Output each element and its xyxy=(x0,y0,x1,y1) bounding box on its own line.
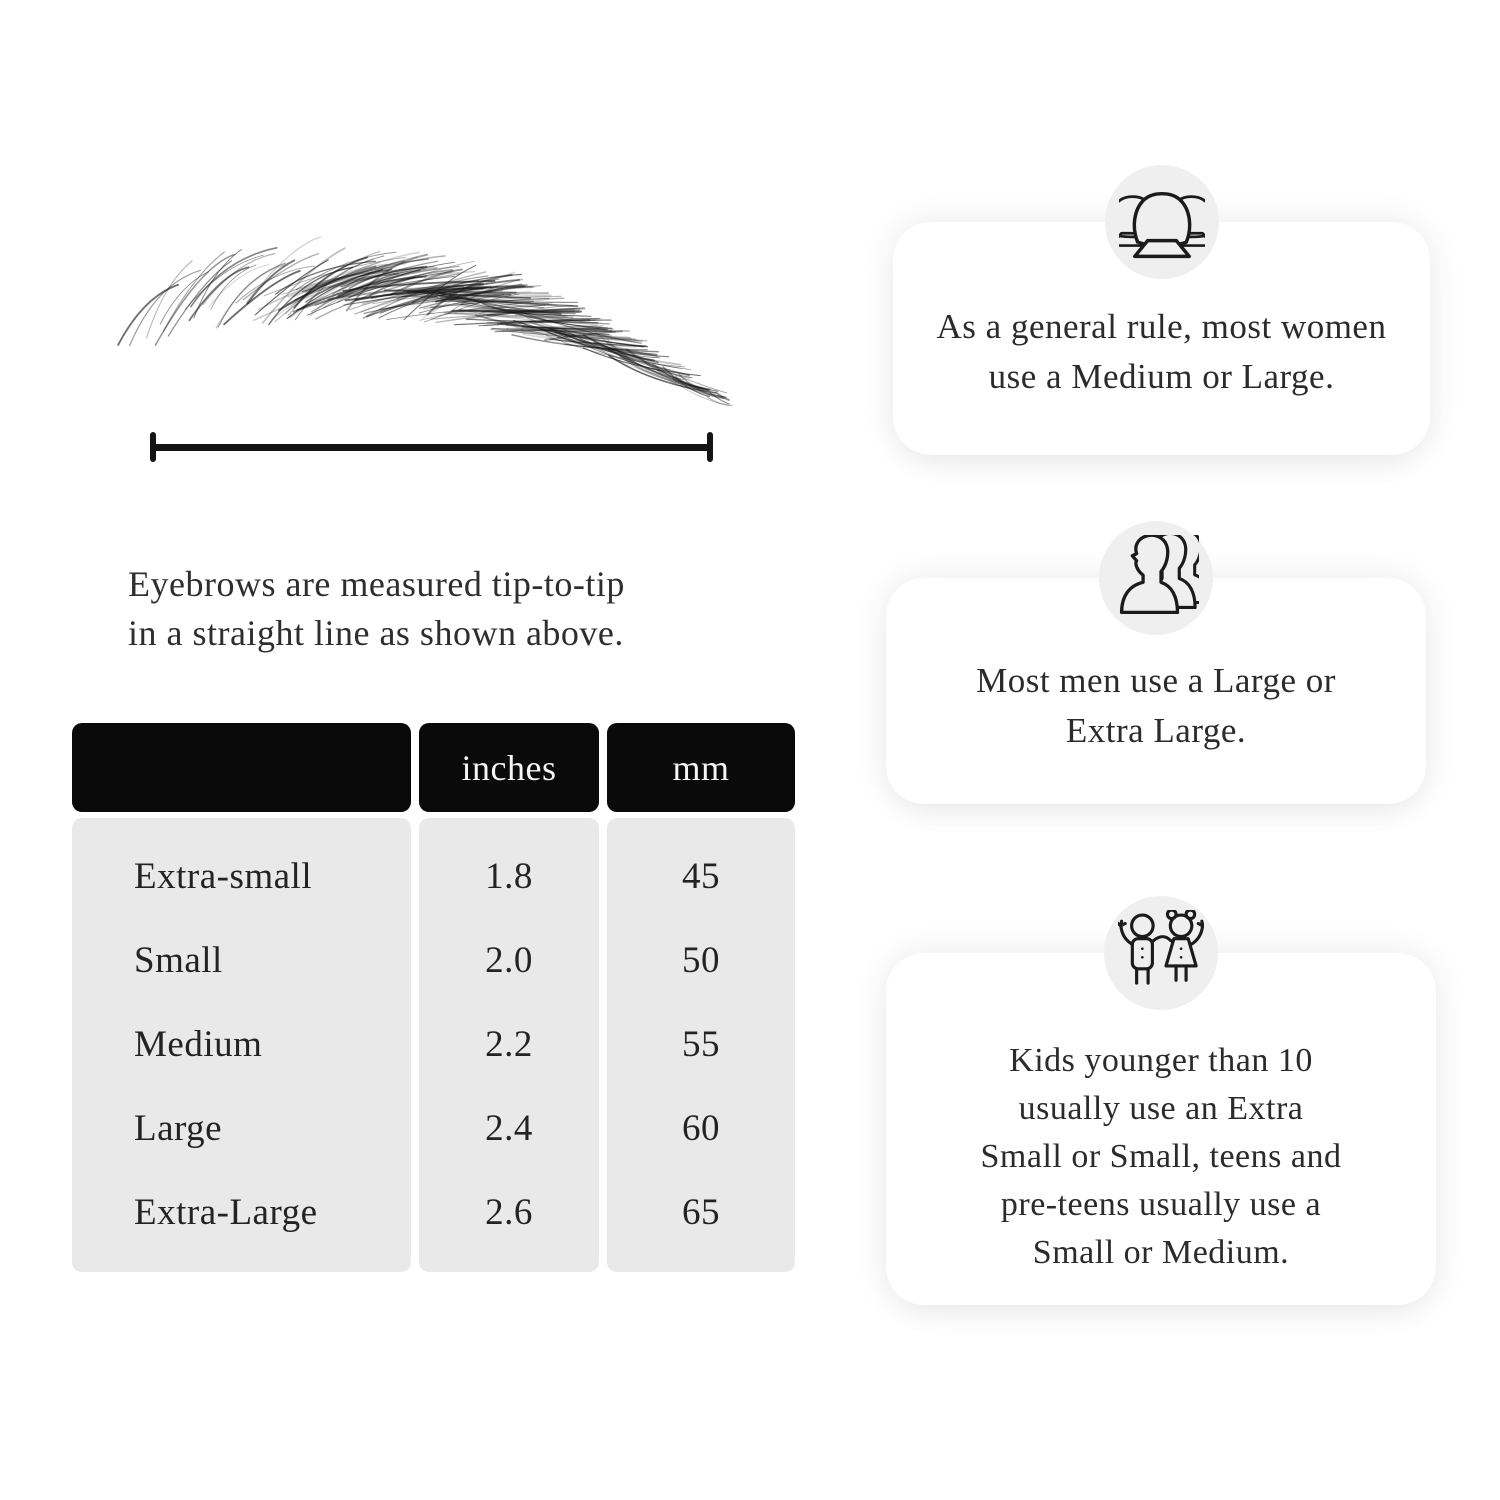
kids-icon-circle xyxy=(1104,896,1218,1010)
size-table: inches mm Extra-small Small Medium Large… xyxy=(72,723,795,1272)
mm-value-cell: 60 xyxy=(682,1107,720,1149)
inches-value-cell: 2.0 xyxy=(485,939,533,981)
mm-column: 45 50 55 60 65 xyxy=(607,818,795,1272)
women-group-icon xyxy=(1118,191,1205,259)
men-group-icon xyxy=(1119,535,1199,615)
mm-value-cell: 65 xyxy=(682,1191,720,1233)
measurement-line xyxy=(150,432,713,462)
size-label-cell: Medium xyxy=(134,1023,263,1065)
inches-value-cell: 2.4 xyxy=(485,1107,533,1149)
header-cell-inches: inches xyxy=(419,723,599,812)
inches-value-cell: 1.8 xyxy=(485,855,533,897)
size-table-header-row: inches mm xyxy=(72,723,795,812)
size-label-cell: Extra-small xyxy=(134,855,313,897)
size-label-cell: Extra-Large xyxy=(134,1191,318,1233)
women-icon-circle xyxy=(1104,165,1219,279)
women-card: As a general rule, most women use a Medi… xyxy=(893,165,1430,455)
inches-value-cell: 2.2 xyxy=(485,1023,533,1065)
men-icon-circle xyxy=(1099,521,1213,635)
eyebrow-figure xyxy=(105,230,745,445)
men-card: Most men use a Large or Extra Large. xyxy=(886,521,1426,804)
size-label-cell: Large xyxy=(134,1107,223,1149)
inches-value-cell: 2.6 xyxy=(485,1191,533,1233)
size-table-body: Extra-small Small Medium Large Extra-Lar… xyxy=(72,818,795,1272)
header-cell-blank xyxy=(72,723,411,812)
size-label-cell: Small xyxy=(134,939,223,981)
mm-value-cell: 45 xyxy=(682,855,720,897)
women-card-text: As a general rule, most women use a Medi… xyxy=(936,307,1387,396)
header-cell-mm: mm xyxy=(607,723,795,812)
mm-value-cell: 50 xyxy=(682,939,720,981)
men-card-text: Most men use a Large or Extra Large. xyxy=(976,661,1336,750)
kids-card-text: Kids younger than 10 usually use an Extr… xyxy=(980,1042,1342,1271)
measure-tick-right-icon xyxy=(707,432,713,462)
eyebrow-sketch xyxy=(117,236,733,407)
size-name-column: Extra-small Small Medium Large Extra-Lar… xyxy=(72,818,411,1272)
kids-icon xyxy=(1118,910,1204,985)
kids-card: Kids younger than 10 usually use an Extr… xyxy=(886,896,1436,1305)
measure-bar xyxy=(152,444,711,451)
mm-value-cell: 55 xyxy=(682,1023,720,1065)
inches-column: 1.8 2.0 2.2 2.4 2.6 xyxy=(419,818,599,1272)
measurement-caption: Eyebrows are measured tip-to-tip in a st… xyxy=(128,564,625,653)
